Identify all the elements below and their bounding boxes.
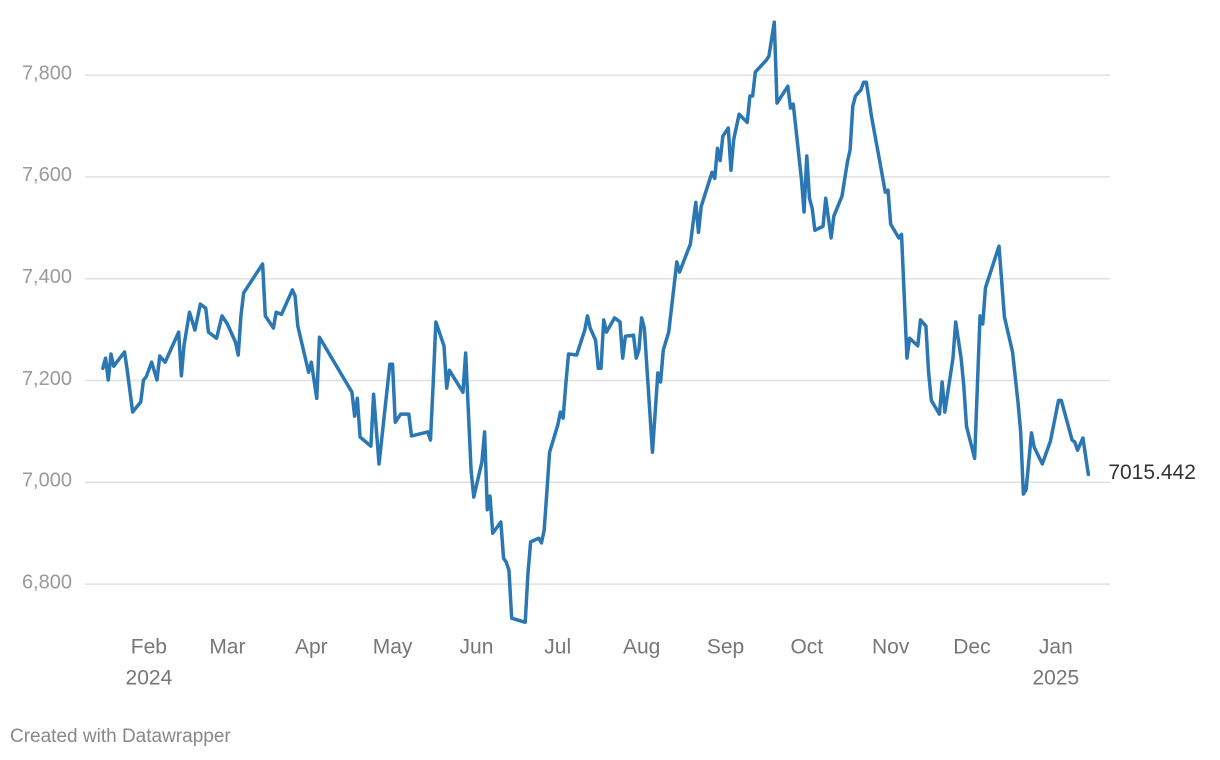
x-year-label: 2025 [1032, 667, 1079, 690]
x-tick-label: Jun [460, 636, 494, 659]
x-tick-label: Aug [623, 636, 660, 659]
x-tick-label: Jan [1039, 636, 1073, 659]
y-tick-label: 7,600 [22, 164, 72, 186]
x-tick-label: Feb [131, 636, 167, 659]
x-tick-label: Apr [295, 636, 328, 659]
footer: Created with Datawrapper [10, 726, 231, 747]
x-year-label: 2024 [126, 667, 173, 690]
y-tick-label: 7,000 [22, 470, 72, 492]
x-tick-label: Nov [872, 636, 910, 659]
y-tick-label: 7,800 [22, 62, 72, 84]
x-tick-label: Jul [544, 636, 571, 659]
end-value-label: 7015.442 [1108, 461, 1196, 484]
y-tick-label: 6,800 [22, 571, 72, 593]
line [101, 20, 1091, 625]
x-tick-label: May [373, 636, 413, 659]
x-tick-label: Sep [707, 636, 744, 659]
y-tick-label: 7,400 [22, 266, 72, 288]
x-tick-label: Dec [953, 636, 990, 659]
x-tick-label: Mar [209, 636, 245, 659]
x-tick-label: Oct [790, 636, 823, 659]
y-tick-label: 7,200 [22, 368, 72, 390]
